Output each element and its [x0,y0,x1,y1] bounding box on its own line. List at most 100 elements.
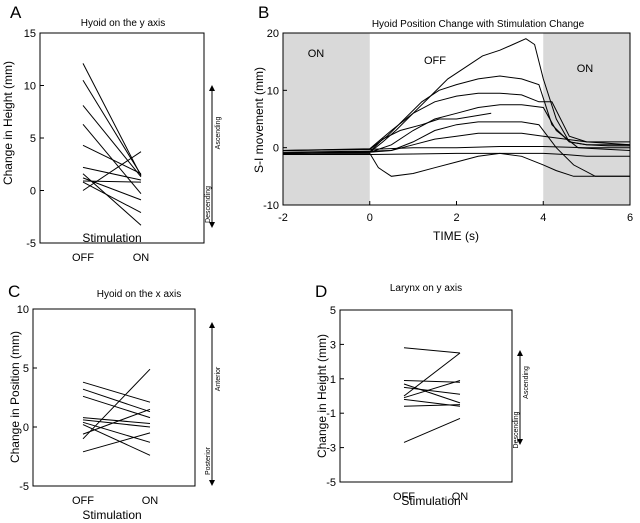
chart-b-region-label: ON [577,63,594,75]
chart-b-x-tick-label: 0 [367,212,373,224]
chart-d-y-tick-label: 1 [330,374,336,386]
chart-d-series-line-s1 [403,347,461,354]
chart-c-series-line-s3 [82,395,151,419]
chart-b-x-tick-label: 6 [627,212,633,224]
chart-c-title: Hyoid on the x axis [97,289,182,300]
chart-c-series-line-s2 [82,388,151,413]
chart-b-series-line-t4 [282,104,631,154]
chart-c-direction-upper-label: Anterior [215,366,222,391]
chart-a-y-axis-label: Change in Height (mm) [1,61,15,185]
chart-d-series-line-s3 [403,383,461,404]
chart-c-y-axis-label: Change in Position (mm) [8,331,22,463]
chart-d-y-tick-label: -1 [326,408,336,420]
chart-a-series-line-s8 [82,180,142,183]
chart-c-x-axis-label: Stimulation [82,508,141,522]
chart-b-plot-frame [282,32,631,206]
chart-c-series-line-s9 [82,368,151,440]
chart-a-x-tick-label: OFF [72,252,94,264]
chart-a-y-tick-label: 5 [30,133,36,145]
chart-c-y-tick-label: 10 [17,304,29,316]
chart-c-series-line-s10 [82,432,151,453]
chart-d-y-tick-label: -3 [326,443,336,455]
chart-d-series-line-s5 [403,352,461,397]
chart-c-y-tick-label: -5 [19,481,29,493]
chart-d-direction-arrow-down-head [517,439,523,445]
chart-d-panel-letter: D [315,282,327,301]
chart-a-direction-arrow-down-head [209,222,215,228]
chart-a-direction-lower-label: Descending [205,186,212,223]
chart-a-series-line-s6 [82,166,142,181]
chart-c-y-tick-label: 5 [23,363,29,375]
chart-a-x-axis-label: Stimulation [82,231,141,245]
chart-c-panel-letter: C [8,282,20,301]
chart-b-y-tick-label: 0 [273,143,279,155]
chart-b-series-line-t10 [283,152,630,157]
chart-a-y-tick-label: 10 [24,81,36,93]
chart-b-x-tick-label: 2 [453,212,459,224]
chart-c-direction-arrow-up-head [209,322,215,328]
chart-a-series-line-s2 [82,80,142,176]
chart-b-panel-letter: B [258,3,269,22]
chart-a-direction-arrow-up-head [209,85,215,91]
chart-c-x-tick-label: OFF [72,495,94,507]
chart-b-y-tick-label: 10 [267,85,279,97]
chart-c-series-line-s7 [82,424,151,456]
chart-a-y-tick-label: 15 [24,28,36,40]
chart-d-y-tick-label: -5 [326,477,336,489]
chart-b-series-line-t6 [282,132,631,153]
chart-a-y-tick-label: -5 [26,238,36,250]
chart-a-series-line-s1 [82,63,142,177]
chart-c-series-line-s6 [82,421,151,443]
chart-a-x-tick-label: ON [133,252,150,264]
chart-c-y-tick-label: 0 [23,422,29,434]
chart-a-direction-upper-label: Ascending [215,117,222,150]
chart-a-panel-letter: A [10,3,22,22]
chart-c-series-line-s4 [82,417,151,424]
chart-a-series-line-s11 [82,173,142,226]
chart-b-x-axis-label: TIME (s) [433,229,479,243]
chart-d-series-line-s2 [403,380,461,383]
chart-b-series-line-t8 [282,112,492,154]
chart-d-x-tick-label: ON [452,491,469,503]
chart-b-series-line-t7 [282,146,630,151]
chart-d-x-tick-label: OFF [393,491,415,503]
chart-a-series-line-s10 [82,151,142,191]
chart-a-title: Hyoid on the y axis [81,18,166,29]
chart-c-series-line-s1 [82,381,151,403]
chart-a-series-line-s9 [82,181,142,214]
chart-d-direction-arrow-up-head [517,350,523,356]
chart-d-direction-upper-label: Ascending [523,366,530,399]
chart-b-region-label: OFF [424,55,446,67]
chart-c-series-line-s5 [82,419,151,428]
chart-b-y-tick-label: 20 [267,28,279,40]
chart-d-x-axis-label: Stimulation [401,494,460,508]
chart-b-region-shade [283,33,370,205]
chart-c-series-line-s8 [82,408,151,435]
chart-a-plot-frame [39,32,205,244]
chart-a-y-tick-label: 0 [30,186,36,198]
chart-c-direction-arrow-down-head [209,480,215,486]
chart-a-series-line-s3 [82,105,142,178]
chart-c-plot-frame [32,308,196,487]
chart-b-region-label: ON [308,48,325,60]
chart-d-y-axis-label: Change in Height (mm) [315,334,329,458]
chart-d-series-line-s9 [403,417,461,443]
chart-c-direction-lower-label: Posterior [205,446,212,475]
chart-c-x-tick-label: ON [142,495,159,507]
chart-d-direction-lower-label: Descending [513,411,520,448]
chart-d-y-tick-label: 3 [330,339,336,351]
chart-b-x-tick-label: -2 [278,212,288,224]
chart-d-series-line-s6 [403,380,461,399]
chart-b-x-tick-label: 4 [540,212,546,224]
chart-b-y-axis-label: S-I movement (mm) [252,67,266,173]
chart-b-series-line-t3 [282,92,630,151]
chart-b-title: Hyoid Position Change with Stimulation C… [372,19,585,30]
chart-a-series-line-s5 [82,144,142,175]
chart-d-plot-frame [339,309,513,483]
chart-b-y-tick-label: -10 [263,200,279,212]
chart-d-title: Larynx on y axis [390,283,462,294]
chart-b-series-line-t9 [283,152,630,177]
chart-d-y-tick-label: 5 [330,305,336,317]
chart-d-series-line-s8 [403,404,461,407]
